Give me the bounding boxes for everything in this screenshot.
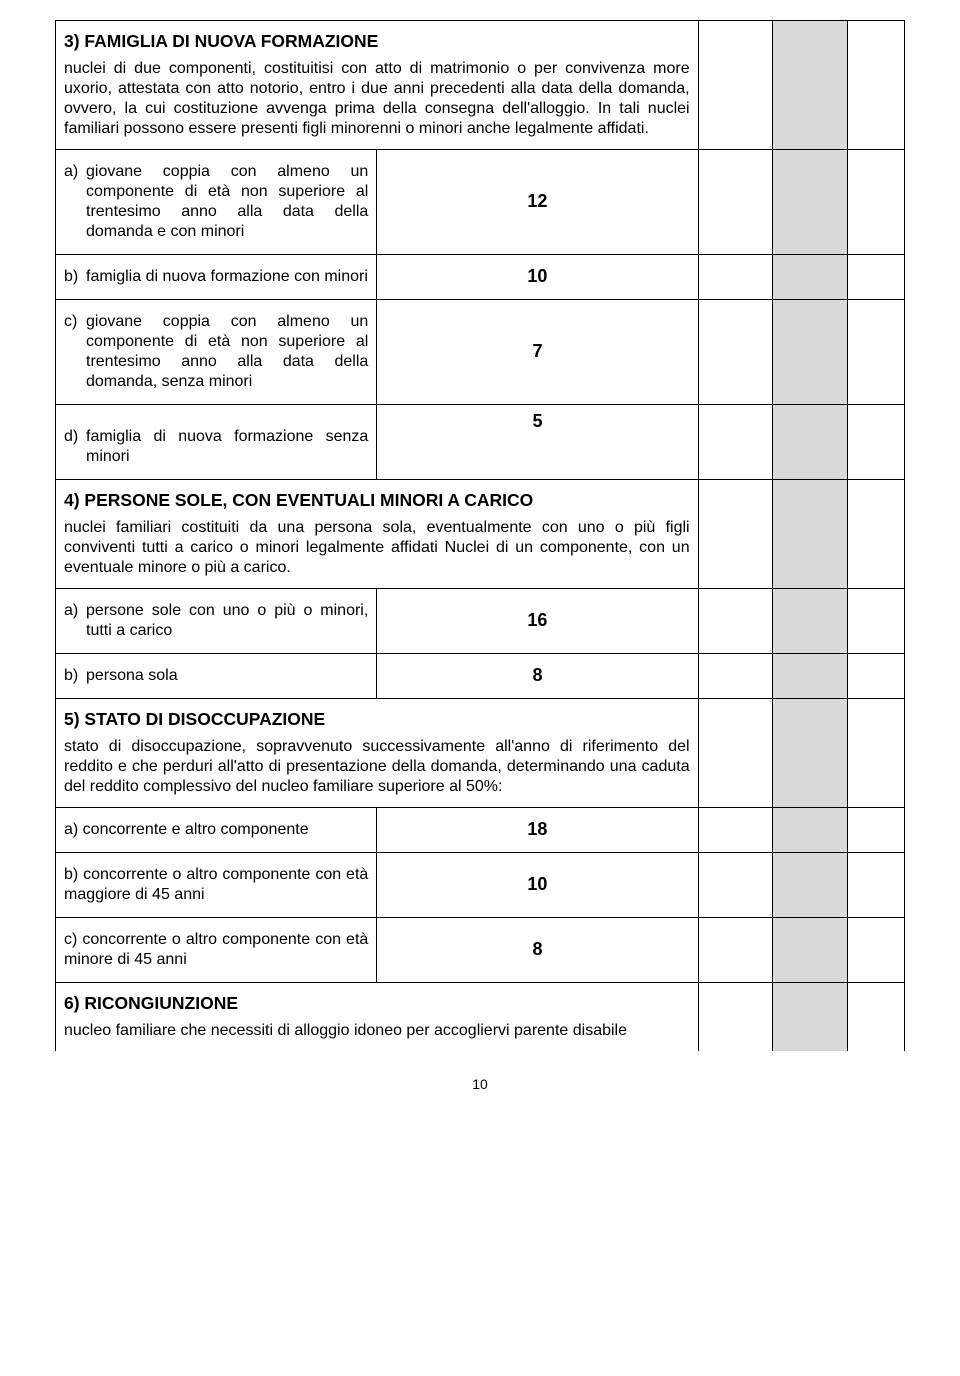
section-6-body: nucleo familiare che necessiti di allogg…: [64, 1021, 690, 1041]
section-5-header: 5) STATO DI DISOCCUPAZIONE stato di diso…: [56, 698, 699, 807]
col-blank-3: [847, 917, 904, 982]
col-blank-1: [698, 404, 772, 479]
col-blank-1: [698, 21, 772, 150]
section-4-header-row: 4) PERSONE SOLE, CON EVENTUALI MINORI A …: [56, 479, 905, 588]
col-blank-2: [773, 917, 847, 982]
col-blank-3: [847, 852, 904, 917]
section-3-body: nuclei di due componenti, costituitisi c…: [64, 59, 690, 139]
item-3a-marker: a): [64, 162, 86, 242]
section-4-body: nuclei familiari costituiti da una perso…: [64, 518, 690, 578]
col-blank-1: [698, 149, 772, 254]
col-blank-2: [773, 404, 847, 479]
col-blank-1: [698, 588, 772, 653]
item-5b-row: b) concorrente o altro componente con et…: [56, 852, 905, 917]
item-3d-text: famiglia di nuova formazione senza minor…: [86, 427, 368, 467]
col-blank-2: [773, 852, 847, 917]
col-blank-2: [773, 21, 847, 150]
col-blank-3: [847, 21, 904, 150]
section-3-header: 3) FAMIGLIA DI NUOVA FORMAZIONE nuclei d…: [56, 21, 699, 150]
section-5-title: 5) STATO DI DISOCCUPAZIONE: [64, 709, 690, 731]
section-4-header: 4) PERSONE SOLE, CON EVENTUALI MINORI A …: [56, 479, 699, 588]
col-blank-2: [773, 807, 847, 852]
item-4b-marker: b): [64, 666, 86, 686]
item-5b-points: 10: [377, 852, 698, 917]
section-4-title: 4) PERSONE SOLE, CON EVENTUALI MINORI A …: [64, 490, 690, 512]
criteria-table: 3) FAMIGLIA DI NUOVA FORMAZIONE nuclei d…: [55, 20, 905, 1051]
col-blank-2: [773, 698, 847, 807]
col-blank-2: [773, 299, 847, 404]
section-6-title: 6) RICONGIUNZIONE: [64, 993, 690, 1015]
col-blank-2: [773, 653, 847, 698]
col-blank-3: [847, 588, 904, 653]
item-5b-text: b) concorrente o altro componente con et…: [64, 866, 368, 903]
col-blank-3: [847, 698, 904, 807]
col-blank-1: [698, 982, 772, 1050]
item-3d-marker: d): [64, 427, 86, 467]
item-4b-row: b) persona sola 8: [56, 653, 905, 698]
item-3b-marker: b): [64, 267, 86, 287]
col-blank-3: [847, 404, 904, 479]
col-blank-3: [847, 479, 904, 588]
col-blank-3: [847, 982, 904, 1050]
col-blank-1: [698, 299, 772, 404]
col-blank-1: [698, 254, 772, 299]
item-3c-row: c) giovane coppia con almeno un componen…: [56, 299, 905, 404]
item-3a-text: giovane coppia con almeno un componente …: [86, 162, 368, 242]
col-blank-2: [773, 982, 847, 1050]
item-4a-text: persone sole con uno o più o minori, tut…: [86, 601, 368, 641]
col-blank-2: [773, 254, 847, 299]
col-blank-1: [698, 479, 772, 588]
col-blank-2: [773, 479, 847, 588]
item-3d-desc: d) famiglia di nuova formazione senza mi…: [56, 404, 377, 479]
col-blank-3: [847, 653, 904, 698]
item-3c-desc: c) giovane coppia con almeno un componen…: [56, 299, 377, 404]
col-blank-2: [773, 149, 847, 254]
col-blank-3: [847, 254, 904, 299]
item-5b-desc: b) concorrente o altro componente con et…: [56, 852, 377, 917]
col-blank-1: [698, 807, 772, 852]
item-5c-text: c) concorrente o altro componente con et…: [64, 931, 368, 968]
item-4a-row: a) persone sole con uno o più o minori, …: [56, 588, 905, 653]
section-3-header-row: 3) FAMIGLIA DI NUOVA FORMAZIONE nuclei d…: [56, 21, 905, 150]
item-5c-desc: c) concorrente o altro componente con et…: [56, 917, 377, 982]
section-3-title: 3) FAMIGLIA DI NUOVA FORMAZIONE: [64, 31, 690, 53]
col-blank-3: [847, 807, 904, 852]
item-5a-text: a) concorrente e altro componente: [64, 821, 309, 838]
item-4b-desc: b) persona sola: [56, 653, 377, 698]
col-blank-3: [847, 299, 904, 404]
section-6-header: 6) RICONGIUNZIONE nucleo familiare che n…: [56, 982, 699, 1050]
item-3d-points: 5: [377, 404, 698, 479]
item-3b-points: 10: [377, 254, 698, 299]
col-blank-2: [773, 588, 847, 653]
item-5a-desc: a) concorrente e altro componente: [56, 807, 377, 852]
item-3a-points: 12: [377, 149, 698, 254]
item-3b-row: b) famiglia di nuova formazione con mino…: [56, 254, 905, 299]
item-4b-points: 8: [377, 653, 698, 698]
item-5a-points: 18: [377, 807, 698, 852]
col-blank-3: [847, 149, 904, 254]
item-3d-row: d) famiglia di nuova formazione senza mi…: [56, 404, 905, 479]
item-3c-text: giovane coppia con almeno un componente …: [86, 312, 368, 392]
item-4b-text: persona sola: [86, 666, 368, 686]
item-4a-marker: a): [64, 601, 86, 641]
item-3b-text: famiglia di nuova formazione con minori: [86, 267, 368, 287]
section-5-header-row: 5) STATO DI DISOCCUPAZIONE stato di diso…: [56, 698, 905, 807]
item-5c-points: 8: [377, 917, 698, 982]
item-3c-points: 7: [377, 299, 698, 404]
item-3a-desc: a) giovane coppia con almeno un componen…: [56, 149, 377, 254]
item-4a-desc: a) persone sole con uno o più o minori, …: [56, 588, 377, 653]
section-6-header-row: 6) RICONGIUNZIONE nucleo familiare che n…: [56, 982, 905, 1050]
col-blank-1: [698, 653, 772, 698]
item-3c-marker: c): [64, 312, 86, 392]
item-3b-desc: b) famiglia di nuova formazione con mino…: [56, 254, 377, 299]
item-5c-row: c) concorrente o altro componente con et…: [56, 917, 905, 982]
col-blank-1: [698, 917, 772, 982]
col-blank-1: [698, 852, 772, 917]
item-5a-row: a) concorrente e altro componente 18: [56, 807, 905, 852]
section-5-body: stato di disoccupazione, sopravvenuto su…: [64, 737, 690, 797]
item-3a-row: a) giovane coppia con almeno un componen…: [56, 149, 905, 254]
page-number: 10: [55, 1076, 905, 1092]
item-4a-points: 16: [377, 588, 698, 653]
col-blank-1: [698, 698, 772, 807]
